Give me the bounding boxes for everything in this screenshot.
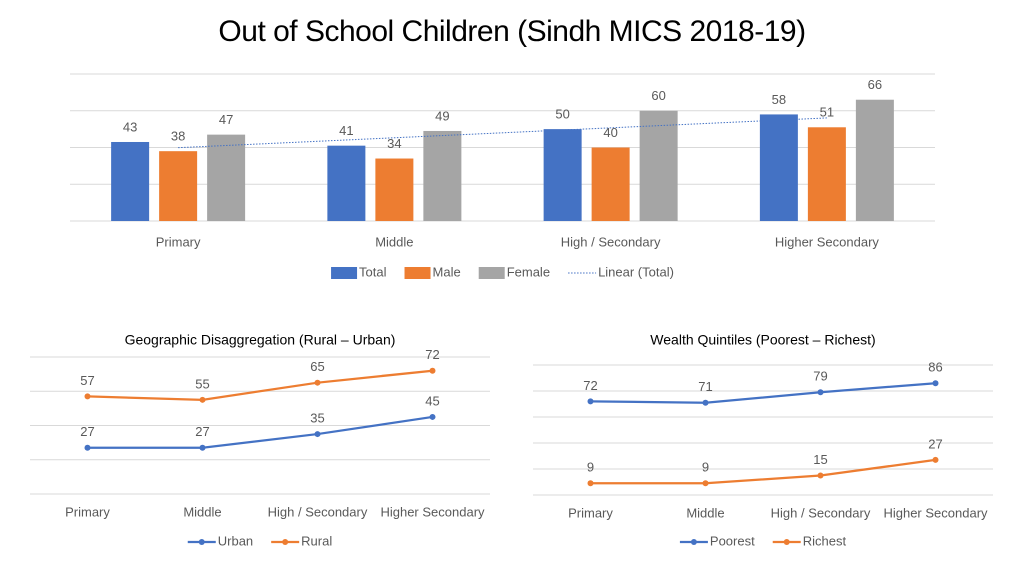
bar [423,130,462,221]
legend-label: Female [507,264,550,279]
data-label: 27 [928,436,942,451]
x-tick-label: Higher Secondary [775,234,880,249]
data-label: 27 [195,424,209,439]
data-label: 34 [387,136,401,151]
legend-swatch [404,267,431,279]
marker [932,456,939,463]
marker [314,379,321,386]
x-tick-label: High / Secondary [268,504,368,519]
legend-label: Linear (Total) [598,264,674,279]
marker [817,472,824,479]
marker [587,398,594,405]
bar [591,147,630,221]
trendline [178,117,827,149]
legend-swatch [282,539,289,545]
bar [159,151,198,221]
data-label: 40 [603,125,617,140]
marker [702,399,709,406]
marker [199,444,206,451]
x-tick-label: Middle [183,504,221,519]
data-label: 45 [425,393,439,408]
marker [84,393,91,400]
x-tick-label: Middle [375,234,413,249]
data-label: 79 [813,369,827,384]
legend-label: Urban [218,533,253,548]
legend-label: Poorest [710,533,755,548]
data-label: 71 [698,379,712,394]
chart-title: Geographic Disaggregation (Rural – Urban… [125,332,396,348]
x-tick-label: High / Secondary [771,505,871,520]
data-label: 86 [928,360,942,375]
x-tick-label: Primary [156,234,201,249]
marker [587,480,594,487]
marker [84,444,91,451]
data-label: 35 [310,411,324,426]
data-label: 41 [339,123,353,138]
data-label: 65 [310,359,324,374]
data-label: 9 [702,460,709,475]
x-tick-label: High / Secondary [561,234,661,249]
data-label: 9 [587,460,594,475]
legend-label: Male [433,264,461,279]
data-label: 47 [219,112,233,127]
data-label: 60 [651,88,665,103]
legend-label: Total [359,264,387,279]
legend-swatch [690,539,697,545]
marker [817,389,824,396]
data-label: 50 [555,107,569,122]
data-label: 72 [425,347,439,362]
slide-title: Out of School Children (Sindh MICS 2018-… [218,15,805,48]
data-label: 72 [583,378,597,393]
bar [543,129,582,221]
marker [702,480,709,487]
bar [327,145,366,221]
data-label: 27 [80,424,94,439]
legend-label: Rural [301,533,332,548]
data-label: 55 [195,376,209,391]
data-label: 57 [80,373,94,388]
bar [207,134,246,221]
legend-swatch [331,267,358,279]
marker [199,396,206,403]
x-tick-label: Higher Secondary [883,505,988,520]
bar [759,114,798,221]
data-label: 66 [868,77,882,92]
data-label: 51 [820,105,834,120]
line-series [590,458,936,485]
data-label: 58 [772,92,786,107]
line-series [87,415,433,449]
legend-swatch [783,539,790,545]
x-tick-label: Primary [65,504,110,519]
data-label: 15 [813,452,827,467]
marker [932,380,939,387]
data-label: 49 [435,108,449,123]
marker [314,431,321,438]
chart-title: Wealth Quintiles (Poorest – Richest) [650,332,875,348]
legend-swatch [478,267,505,279]
bar [375,158,414,221]
bar [807,127,846,221]
data-label: 43 [123,119,137,134]
legend-swatch [198,539,205,545]
marker [429,367,436,374]
data-label: 38 [171,129,185,144]
bar [639,110,678,221]
legend-label: Richest [803,533,847,548]
bar [111,141,150,221]
line-series [87,369,433,401]
marker [429,413,436,420]
x-tick-label: Middle [686,505,724,520]
bar [855,99,894,221]
x-tick-label: Higher Secondary [380,504,485,519]
x-tick-label: Primary [568,505,613,520]
line-series [590,382,936,404]
